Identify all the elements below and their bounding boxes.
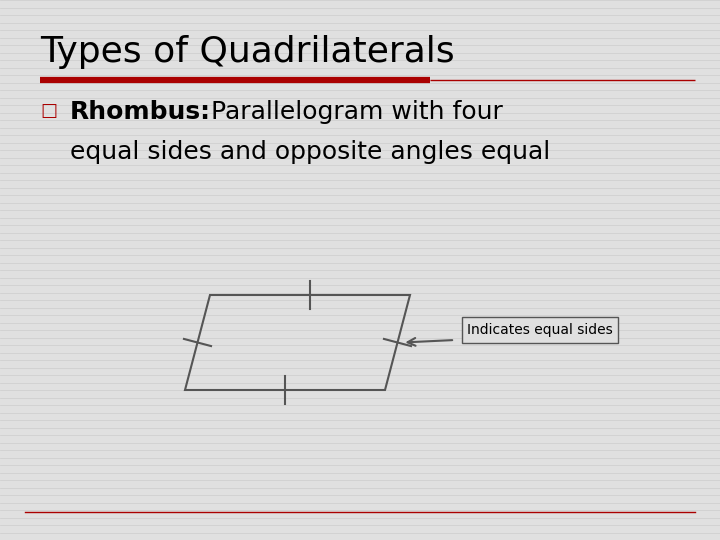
Text: Parallelogram with four: Parallelogram with four	[195, 100, 503, 124]
Text: □: □	[40, 102, 57, 120]
Text: equal sides and opposite angles equal: equal sides and opposite angles equal	[70, 140, 550, 164]
Text: Indicates equal sides: Indicates equal sides	[467, 323, 613, 337]
Text: Rhombus:: Rhombus:	[70, 100, 211, 124]
Text: Types of Quadrilaterals: Types of Quadrilaterals	[40, 35, 454, 69]
